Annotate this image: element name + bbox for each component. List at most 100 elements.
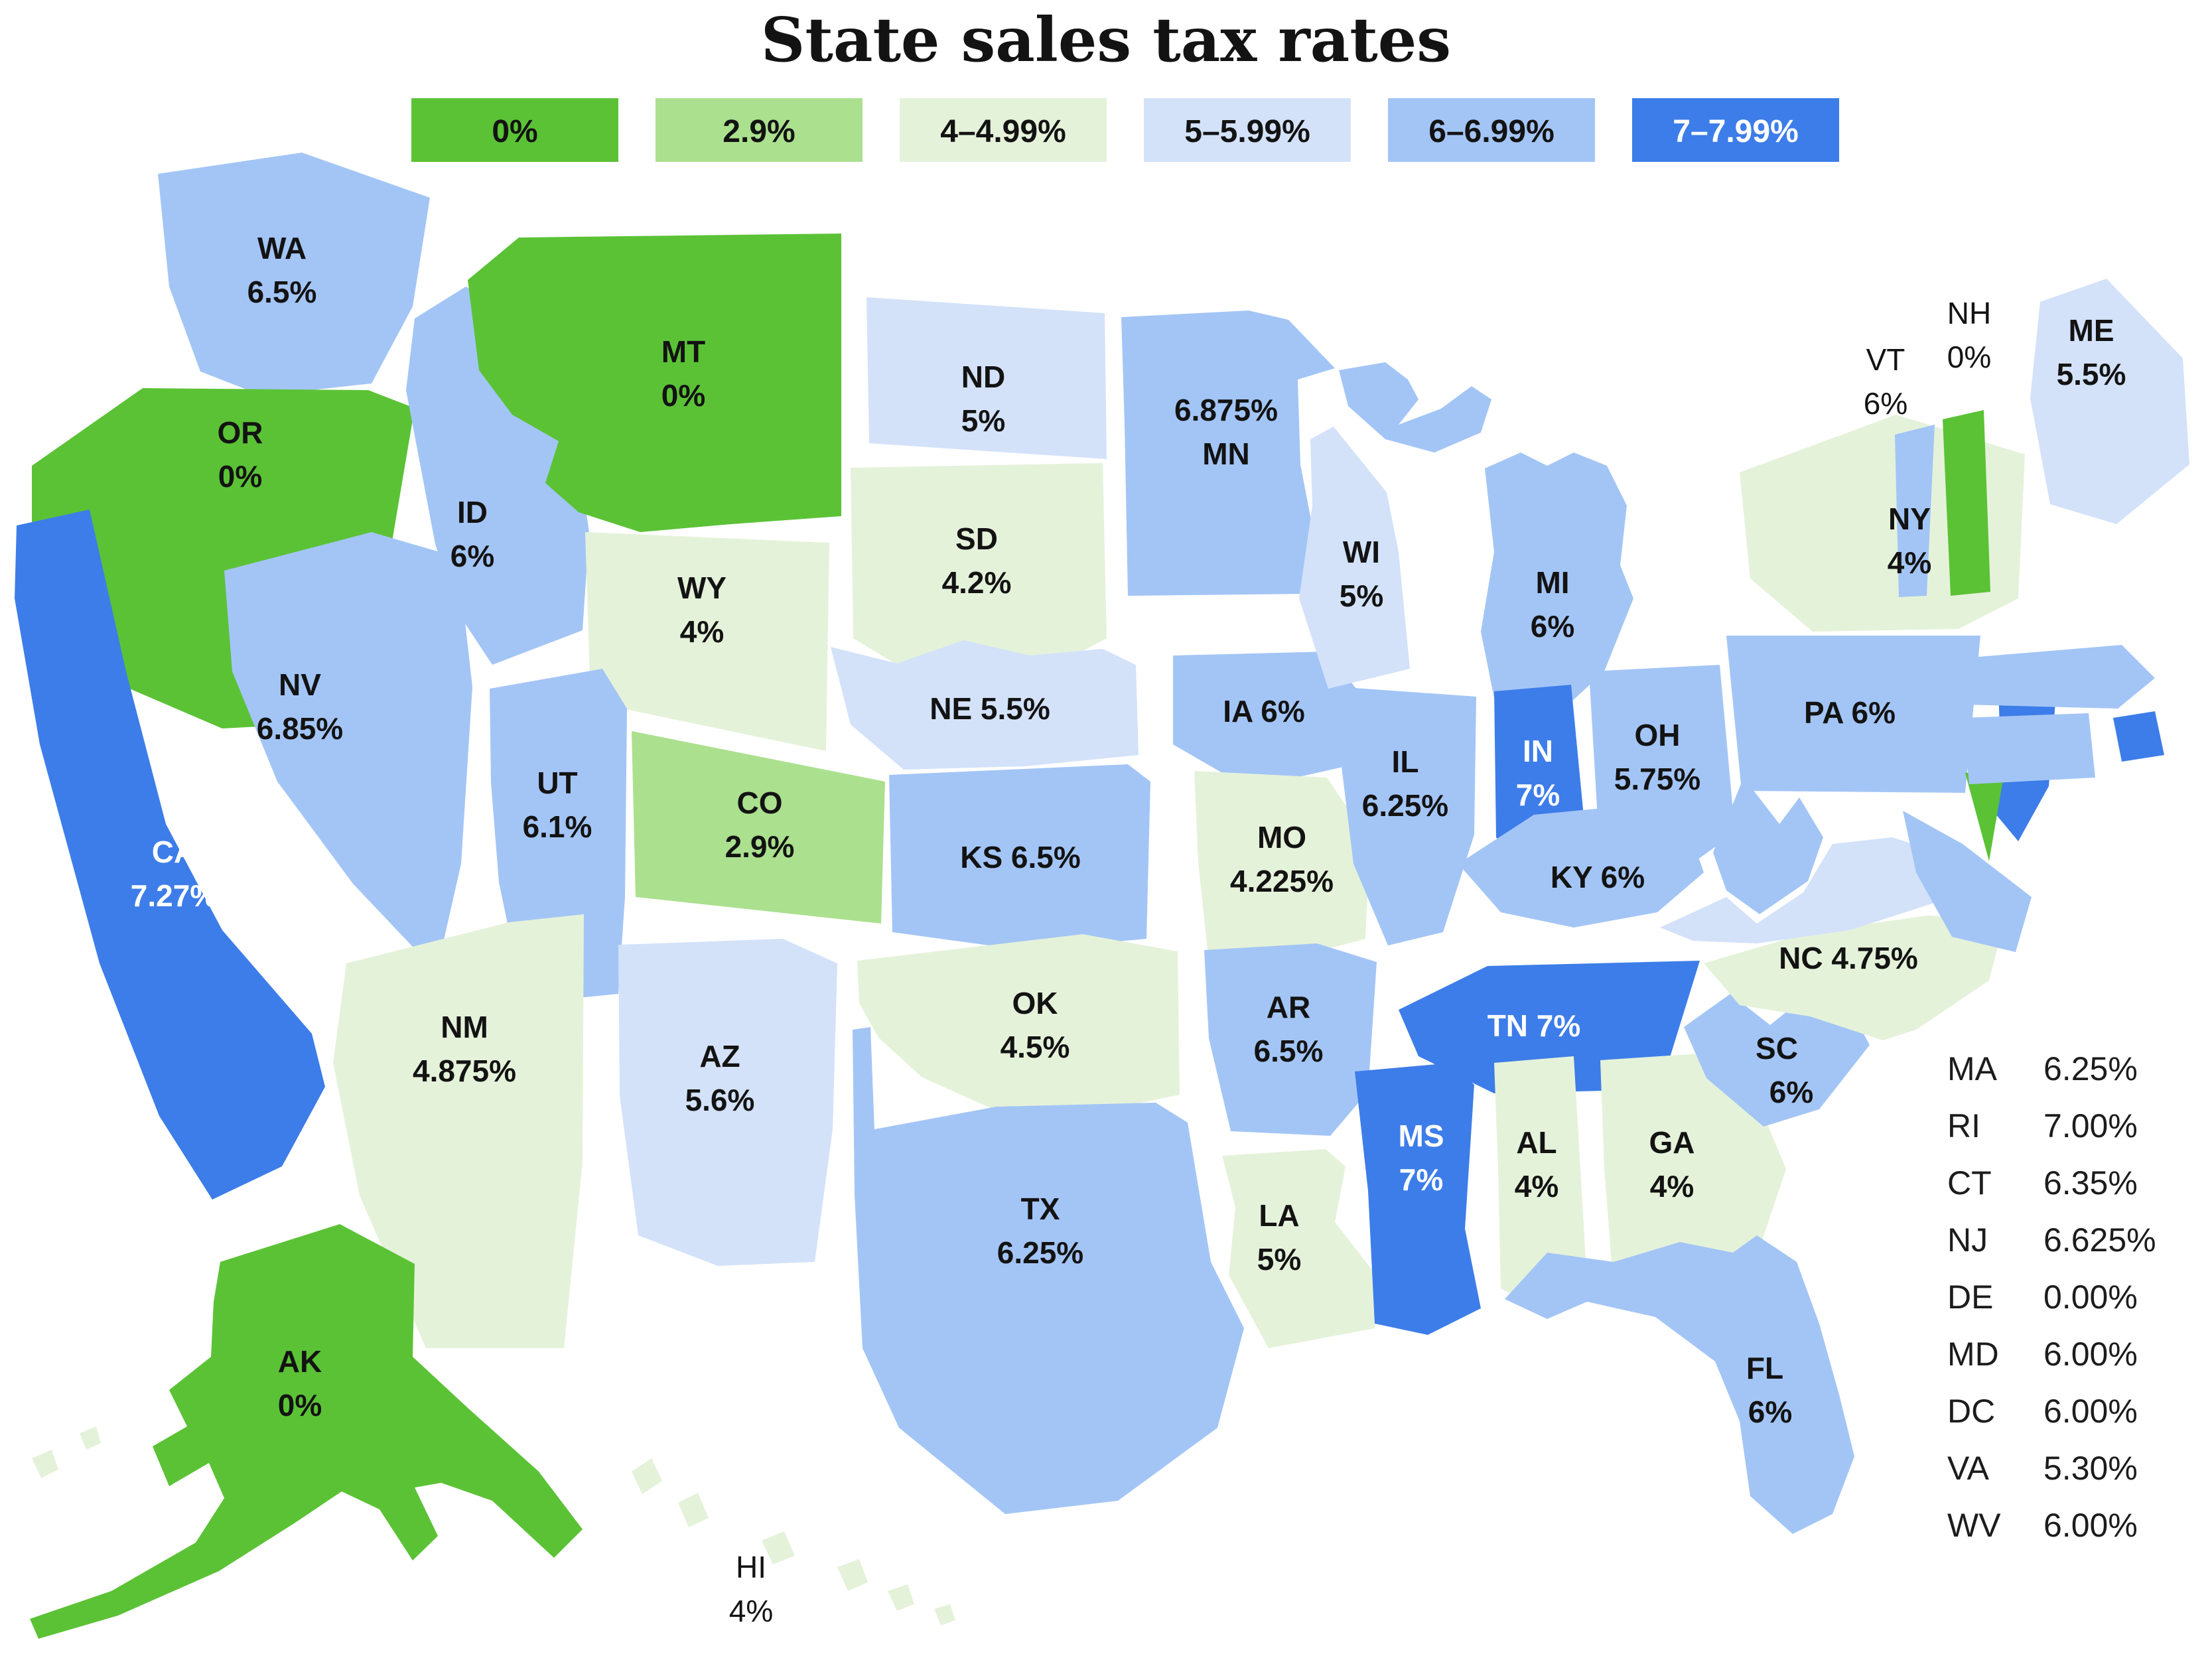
- legend-label-7: 7–7.99%: [1673, 114, 1799, 149]
- legend-swatch-4: [900, 98, 1107, 162]
- hi-island-8: [32, 1450, 58, 1478]
- state-pa-label: PA 6%: [1804, 695, 1896, 730]
- side-list-rate-dc: 6.00%: [2043, 1393, 2138, 1430]
- state-ny-label: NY: [1888, 502, 1931, 536]
- state-va-shape: [1660, 837, 1974, 943]
- state-mt-shape: [468, 234, 841, 532]
- state-ms-rate: 7%: [1399, 1162, 1443, 1197]
- state-mi-shape: [1481, 452, 1633, 718]
- state-shapes: [15, 153, 2189, 1639]
- hi-island-3: [762, 1531, 795, 1564]
- state-mo-shape: [1194, 771, 1370, 957]
- state-il-label: IL: [1392, 744, 1419, 779]
- state-id-label: ID: [457, 495, 488, 529]
- side-list-state-wv: WV: [1947, 1507, 2001, 1544]
- hi-island-4: [837, 1559, 868, 1591]
- hi-island-6: [934, 1604, 955, 1625]
- side-list-rate-md: 6.00%: [2043, 1336, 2138, 1373]
- state-mi-rate: 6%: [1531, 609, 1574, 644]
- state-hi-islands: [32, 1426, 955, 1625]
- state-pa-shape: [1726, 636, 1980, 793]
- legend-label-0: 0%: [492, 114, 537, 149]
- state-nd-shape: [866, 297, 1107, 459]
- state-me-shape: [2030, 279, 2189, 524]
- state-ar-rate: 6.5%: [1254, 1034, 1324, 1068]
- side-list-state-md: MD: [1947, 1336, 1999, 1373]
- state-ga-shape: [1600, 1054, 1786, 1297]
- legend-label-5: 5–5.99%: [1184, 114, 1310, 149]
- state-me-rate: 5.5%: [2057, 357, 2126, 391]
- state-co-shape: [632, 731, 885, 924]
- state-wi-rate: 5%: [1340, 579, 1383, 613]
- state-oh-label: OH: [1635, 718, 1681, 752]
- legend-swatch-5: [1144, 98, 1351, 162]
- state-tn-label: TN 7%: [1487, 1008, 1581, 1043]
- state-sc-label: SC: [1756, 1031, 1798, 1066]
- state-az-shape: [618, 939, 837, 1266]
- state-wa-shape: [158, 153, 430, 395]
- page-title: State sales tax rates: [761, 4, 1451, 76]
- state-il-rate: 6.25%: [1362, 788, 1448, 823]
- state-ak-rate: 0%: [278, 1388, 322, 1422]
- state-tx-rate: 6.25%: [997, 1235, 1083, 1270]
- state-mo-label: MO: [1257, 820, 1306, 855]
- legend-swatch-0: [411, 98, 618, 162]
- hi-island-7: [80, 1426, 101, 1450]
- state-wy-rate: 4%: [680, 614, 724, 649]
- state-wi-label: WI: [1343, 535, 1380, 569]
- state-la-shape: [1222, 1149, 1381, 1348]
- state-nv-shape: [224, 532, 472, 972]
- state-vt-shape: [1895, 425, 1935, 597]
- legend-swatch-2_9: [656, 98, 863, 162]
- state-nm-shape: [333, 914, 584, 1348]
- side-list-rate-ma: 6.25%: [2043, 1050, 2138, 1087]
- side-list-state-dc: DC: [1947, 1393, 1995, 1430]
- state-ct-shape: [1963, 713, 2095, 784]
- side-list-rate-wv: 6.00%: [2043, 1507, 2138, 1544]
- state-nd-rate: 5%: [961, 403, 1005, 438]
- state-sd-shape: [851, 463, 1107, 669]
- state-wa-rate: 6.5%: [247, 275, 317, 309]
- state-ne-shape: [831, 640, 1139, 770]
- state-ky-label: KY 6%: [1551, 860, 1645, 894]
- side-list-state-de: DE: [1947, 1278, 1993, 1316]
- state-sd-label: SD: [955, 521, 998, 556]
- side-list: MA 6.25% RI 7.00% CT 6.35% NJ 6.625% DE …: [1947, 1050, 2156, 1544]
- state-me-label: ME: [2069, 313, 2114, 348]
- state-ak-shape: [30, 1224, 583, 1639]
- state-ut-rate: 6.1%: [523, 809, 592, 844]
- side-list-state-va: VA: [1947, 1450, 1990, 1487]
- state-oh-rate: 5.75%: [1614, 762, 1700, 796]
- state-ok-shape: [857, 934, 1180, 1111]
- state-in-rate: 7%: [1516, 778, 1560, 812]
- state-nm-label: NM: [441, 1010, 488, 1044]
- state-ca-shape: [15, 510, 325, 1200]
- state-ga-rate: 4%: [1650, 1169, 1694, 1204]
- state-ca-label: CA: [152, 835, 196, 869]
- state-sc-rate: 6%: [1769, 1075, 1813, 1109]
- hi-island-2: [678, 1493, 709, 1527]
- state-al-label: AL: [1516, 1125, 1556, 1160]
- state-nc-label: NC 4.75%: [1779, 941, 1918, 975]
- state-mt-label: MT: [661, 334, 705, 369]
- state-nd-label: ND: [961, 360, 1005, 394]
- state-ne-label: NE 5.5%: [930, 691, 1050, 726]
- legend-swatch-7: [1632, 98, 1839, 162]
- state-la-label: LA: [1259, 1198, 1299, 1233]
- state-ri-shape: [2113, 711, 2164, 762]
- side-list-rate-va: 5.30%: [2043, 1450, 2138, 1487]
- state-id-rate: 6%: [450, 539, 494, 573]
- state-vt-label: VT: [1866, 342, 1905, 377]
- state-in-label: IN: [1523, 734, 1553, 768]
- legend: 0% 2.9% 4–4.99% 5–5.99% 6–6.99% 7–7.99%: [411, 98, 1839, 162]
- state-or-label: OR: [218, 415, 263, 450]
- side-list-rate-nj: 6.625%: [2043, 1221, 2156, 1259]
- state-ms-label: MS: [1399, 1119, 1444, 1153]
- state-nh-label: NH: [1947, 296, 1991, 330]
- state-ma-shape: [1963, 645, 2155, 709]
- state-tx-label: TX: [1021, 1192, 1060, 1226]
- state-wy-shape: [585, 532, 829, 751]
- side-list-rate-ri: 7.00%: [2043, 1107, 2138, 1144]
